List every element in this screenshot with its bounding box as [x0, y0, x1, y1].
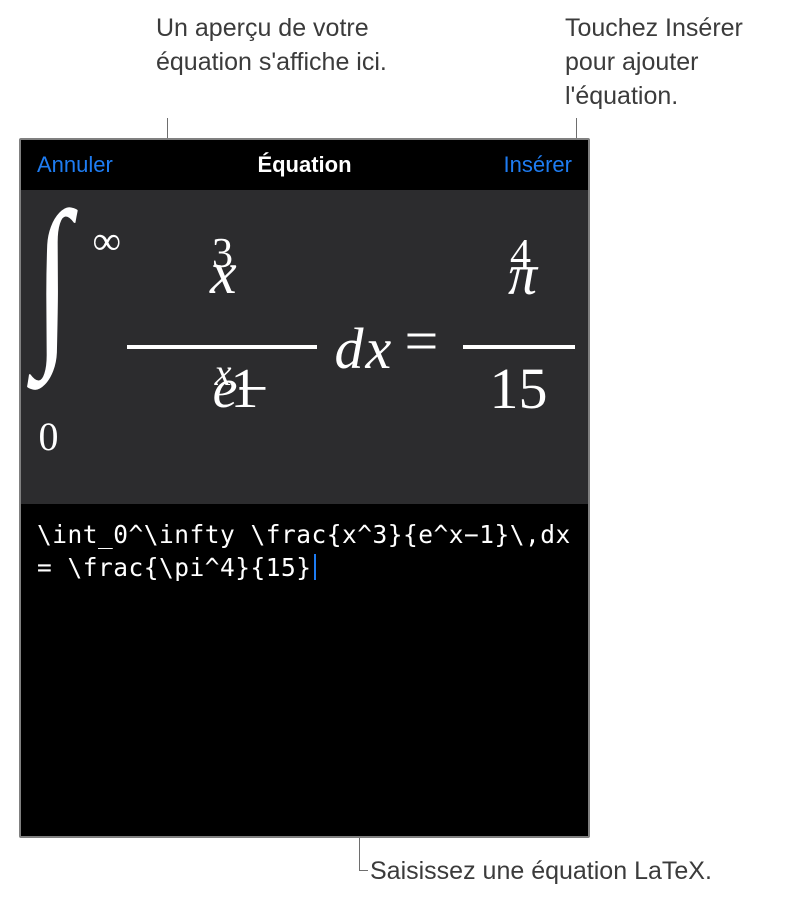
differential-dx: dx [335, 315, 394, 382]
panel-title: Équation [157, 152, 452, 178]
annotation-latex: Saisissez une équation LaTeX. [370, 855, 770, 889]
latex-code: \int_0^\infty \frac{x^3}{e^x−1}\,dx = \f… [37, 518, 572, 584]
navbar: Annuler Équation Insérer [21, 140, 588, 190]
fraction-2-numerator: π4 [463, 241, 575, 308]
fraction-1-numerator: x3 [127, 239, 317, 308]
text-cursor [314, 554, 316, 580]
fraction-2-denominator: 15 [463, 355, 575, 422]
insert-button[interactable]: Insérer [452, 152, 572, 178]
fraction-bar [463, 345, 575, 349]
callout-line [167, 118, 168, 138]
equation-preview: ∫ ∞ 0 x3 ex−1 dx = π4 [21, 190, 588, 504]
equation-panel: Annuler Équation Insérer ∫ ∞ 0 x3 ex−1 [19, 138, 590, 838]
exponent-3: 3 [212, 231, 235, 277]
integral-sign-icon: ∫ [34, 171, 71, 385]
integral-upper-limit: ∞ [93, 217, 122, 264]
latex-editor[interactable]: \int_0^\infty \frac{x^3}{e^x−1}\,dx = \f… [21, 504, 588, 836]
callout-line [576, 118, 577, 138]
fraction-1-denominator: ex−1 [127, 357, 317, 421]
annotation-insert: Touchez Insérer pour ajouter l'équation. [565, 12, 795, 113]
latex-text: \int_0^\infty \frac{x^3}{e^x−1}\,dx = \f… [37, 520, 586, 582]
annotation-preview: Un aperçu de votre équation s'affiche ic… [156, 12, 416, 80]
fraction-bar [127, 345, 317, 349]
one: 1 [230, 357, 259, 421]
rendered-equation: ∫ ∞ 0 x3 ex−1 dx = π4 [35, 227, 575, 467]
callout-line [359, 870, 368, 871]
integral-lower-limit: 0 [39, 413, 59, 460]
stage: Un aperçu de votre équation s'affiche ic… [0, 0, 798, 913]
equals-sign: = [405, 307, 439, 376]
exponent-4: 4 [510, 232, 531, 278]
